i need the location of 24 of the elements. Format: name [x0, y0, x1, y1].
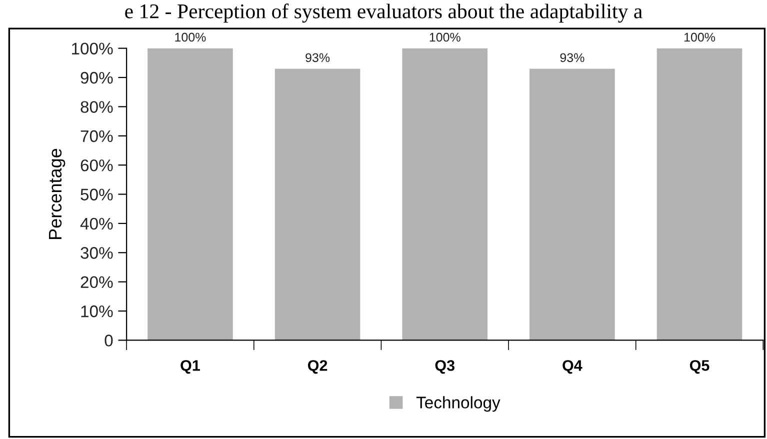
x-tick-label: Q5	[690, 360, 710, 374]
y-tick-label: 0	[104, 334, 113, 346]
x-tick-label: Q1	[180, 360, 200, 374]
data-label: 93%	[560, 53, 584, 62]
x-tick-label: Q4	[562, 360, 582, 374]
chart-title: e 12 - Perception of system evaluators about the adaptability a	[125, 4, 642, 23]
legend-label: Technology	[416, 396, 500, 412]
y-tick-label: 80%	[80, 101, 113, 113]
y-tick-label: 90%	[80, 72, 113, 84]
y-tick-label: 50%	[80, 188, 113, 200]
data-label: 93%	[306, 53, 330, 62]
y-tick-label: 60%	[80, 159, 113, 172]
y-tick-label: 40%	[80, 218, 113, 230]
y-tick-label: 70%	[80, 130, 113, 142]
y-tick-label: 100%	[72, 42, 113, 54]
y-axis-title: Percentage	[49, 148, 66, 239]
y-tick-label: 10%	[81, 305, 113, 318]
data-label: 100%	[684, 32, 716, 42]
y-tick-label: 20%	[80, 276, 113, 288]
y-tick-label: 30%	[80, 247, 113, 259]
x-tick-label: Q2	[308, 360, 328, 374]
x-tick-label: Q3	[435, 360, 454, 374]
data-label: 100%	[430, 32, 460, 42]
data-label: 100%	[175, 32, 206, 42]
